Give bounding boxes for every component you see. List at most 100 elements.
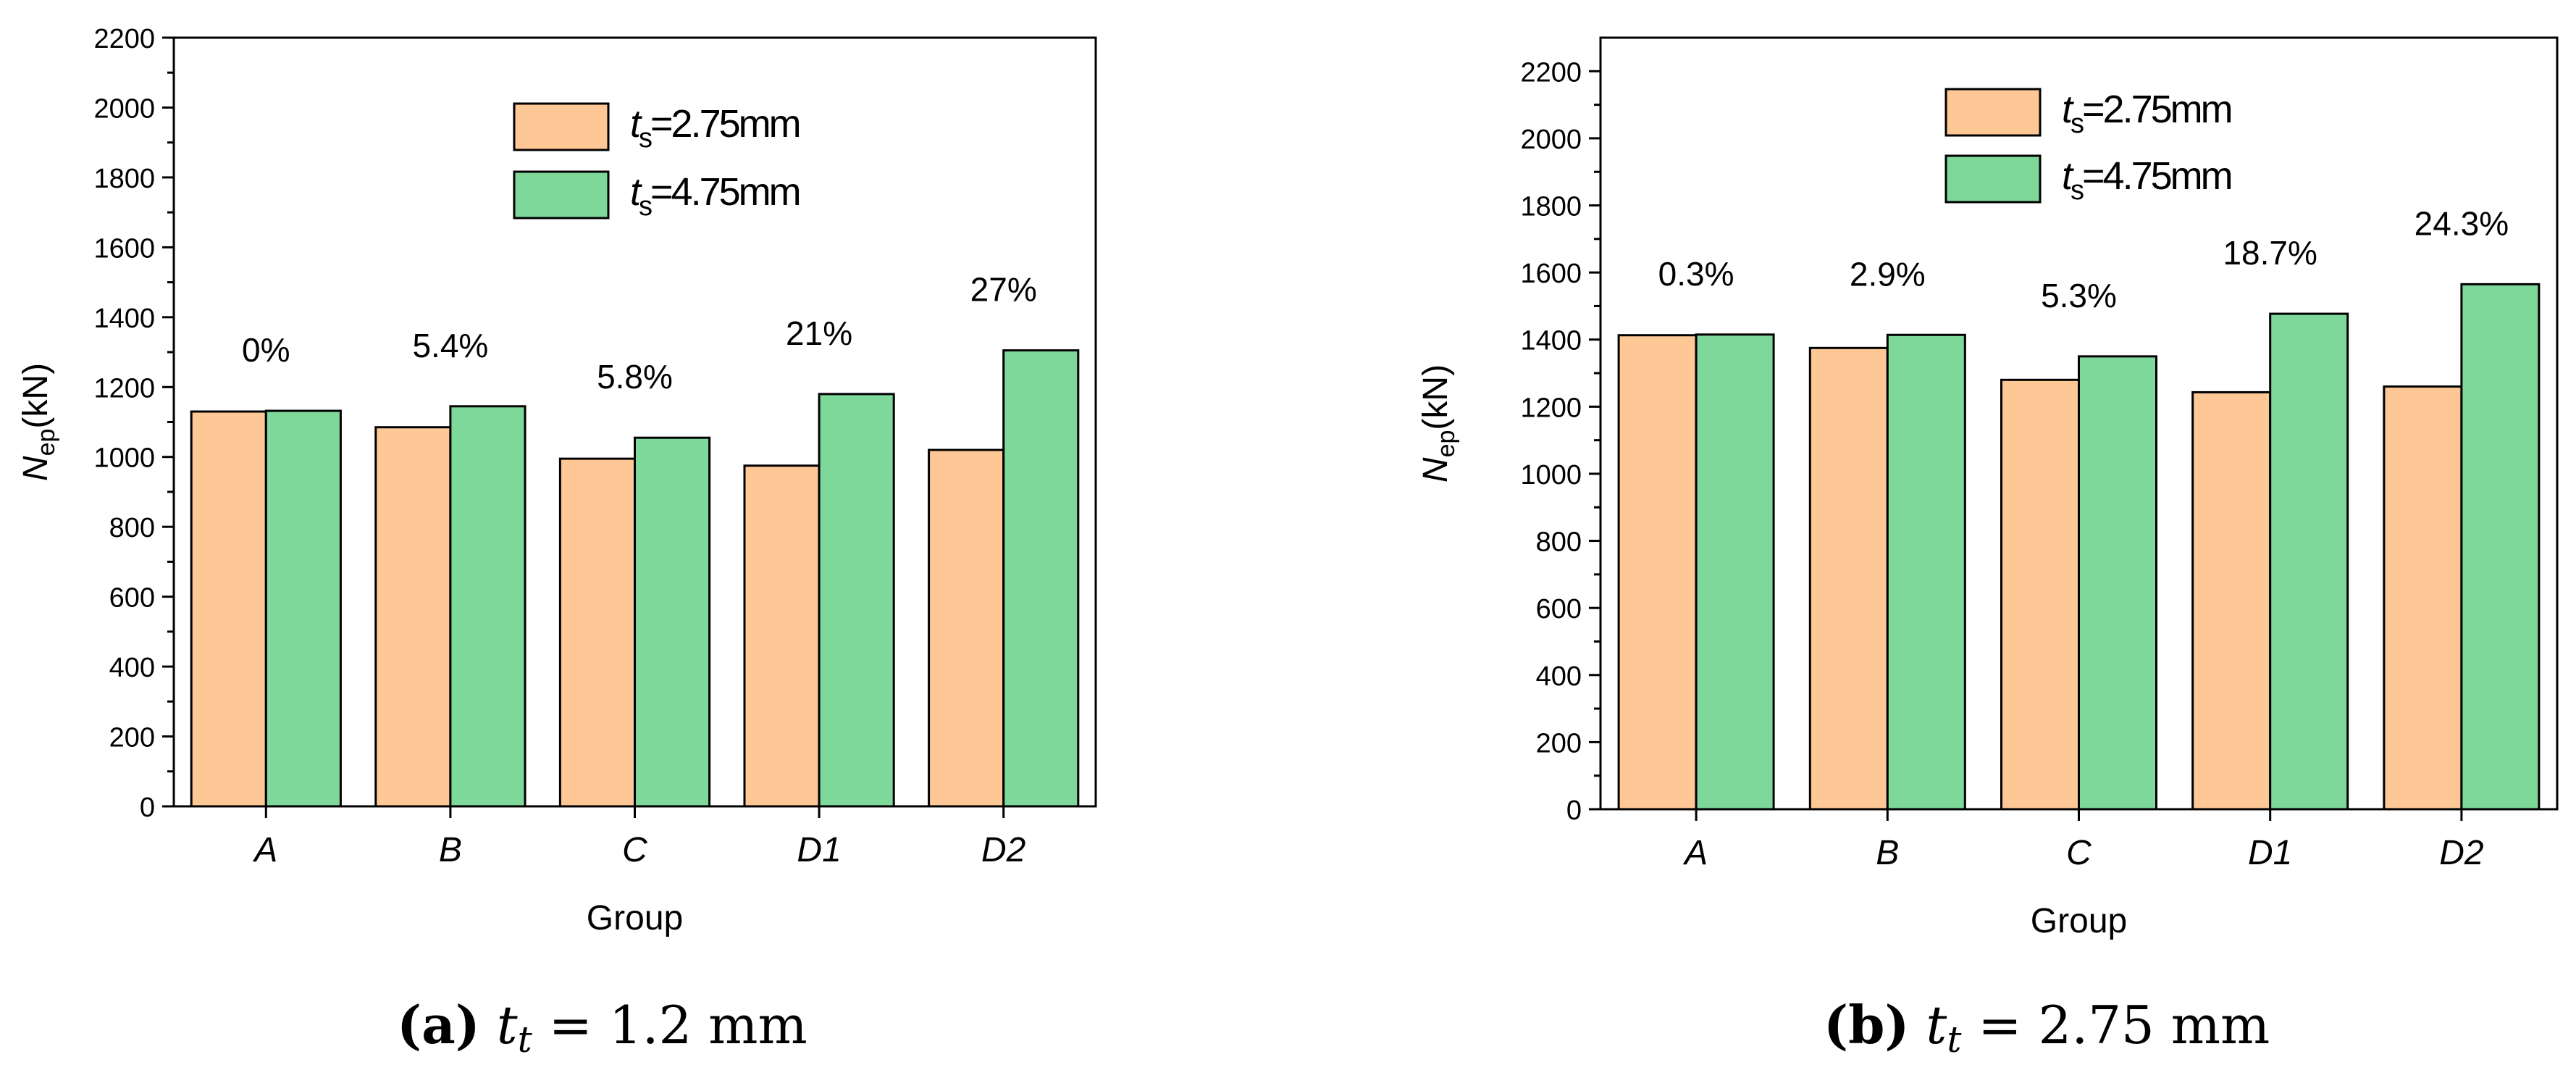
y-tick-label: 0	[140, 793, 155, 823]
y-tick-label: 800	[1536, 527, 1582, 558]
bar-B-series-1	[1808, 346, 1889, 811]
legend-label-subscript: s	[639, 191, 652, 222]
bar-A-series-2	[264, 409, 342, 808]
x-axis-label: Group	[2031, 902, 2127, 940]
annotation-C: 5.3%	[2041, 277, 2117, 314]
y-tick-label: 200	[1536, 728, 1582, 759]
legend-label-value: =2.75mm	[650, 102, 800, 146]
bar-C-series-2	[2078, 355, 2158, 811]
bar-C-series-1	[2000, 378, 2081, 811]
bar-B-series-2	[1886, 333, 1966, 811]
bar-C-series-1	[558, 457, 637, 808]
legend-entry-1: ts=2.75mm	[1944, 88, 2233, 139]
y-tick-label: 2000	[1520, 125, 1582, 155]
legend-label-1: ts=2.75mm	[630, 102, 800, 154]
y-axis-label-unit: (kN)	[17, 363, 55, 429]
y-axis-label-symbol: N	[1417, 457, 1455, 482]
x-tick-label: A	[252, 831, 277, 869]
y-tick-label: 1000	[1520, 460, 1582, 490]
caption-b-letter: (b)	[1824, 994, 1910, 1056]
caption-b: (b) tt = 2.75 mm	[1824, 994, 2270, 1061]
y-axis-label-subscript: ep	[33, 429, 60, 456]
caption-a-sub: t	[517, 1019, 532, 1061]
caption-b-sub: t	[1947, 1019, 1962, 1061]
bar-D2-series-1	[928, 448, 1005, 808]
legend-label-2: ts=4.75mm	[2062, 154, 2231, 206]
annotation-A: 0.3%	[1658, 255, 1734, 293]
legend-label-subscript: s	[2071, 109, 2084, 139]
y-tick-label: 2200	[93, 24, 155, 54]
x-tick-label: C	[2066, 834, 2092, 872]
caption-b-text: = 2.75 mm	[1961, 995, 2270, 1056]
y-tick-label: 1400	[93, 304, 155, 334]
y-tick-label: 600	[109, 583, 155, 614]
annotation-A: 0%	[242, 331, 290, 369]
y-tick-label: 1600	[1520, 259, 1582, 289]
x-tick-label: D2	[2439, 834, 2483, 872]
x-axis-label: Group	[587, 899, 683, 937]
y-tick-label: 1000	[93, 443, 155, 474]
y-tick-label: 1800	[1520, 192, 1582, 222]
bar-D1-series-2	[818, 393, 895, 808]
bar-D2-series-1	[2383, 385, 2463, 811]
x-tick-label: C	[622, 831, 647, 869]
y-tick-label: 200	[109, 723, 155, 753]
bar-A-series-1	[190, 410, 267, 808]
y-tick-label: 400	[1536, 661, 1582, 692]
bar-D1-series-1	[2191, 390, 2272, 811]
legend-label-value: =4.75mm	[2082, 154, 2231, 198]
x-tick-label: A	[1682, 834, 1708, 872]
bar-A-series-2	[1695, 333, 1775, 811]
annotation-B: 2.9%	[1850, 255, 1926, 293]
chart-panel-a: 0% 5.4% 5.8% 21% 27% 0 200 400 600 800 1000 1200 140…	[17, 24, 1097, 937]
annotation-B: 5.4%	[412, 327, 488, 364]
legend-label-2: ts=4.75mm	[630, 170, 800, 222]
x-tick-label: D2	[981, 831, 1025, 869]
y-tick-label: 2000	[93, 93, 155, 124]
caption-a: (a) tt = 1.2 mm	[397, 994, 807, 1061]
y-tick-label: 0	[1566, 795, 1582, 826]
y-axis-label-unit: (kN)	[1417, 364, 1455, 430]
bar-C-series-2	[634, 436, 711, 808]
y-tick-label: 1200	[1520, 393, 1582, 423]
bar-D2-series-2	[1002, 349, 1080, 808]
caption-b-var: t	[1926, 995, 1947, 1056]
y-tick-label: 1600	[93, 233, 155, 264]
y-tick-label: 2200	[1520, 57, 1582, 88]
caption-a-text: = 1.2 mm	[532, 995, 807, 1056]
y-tick-label: 600	[1536, 594, 1582, 624]
caption-a-letter: (a)	[397, 994, 480, 1056]
bar-B-series-1	[374, 426, 452, 808]
bar-D1-series-2	[2269, 312, 2349, 811]
legend-entry-1: ts=2.75mm	[513, 102, 802, 154]
annotation-D2: 27%	[970, 271, 1037, 309]
y-axis-label-symbol: N	[17, 456, 55, 481]
x-tick-label: D1	[2248, 834, 2292, 872]
legend-entry-2: ts=4.75mm	[513, 170, 802, 222]
caption-a-var: t	[496, 995, 518, 1056]
y-tick-label: 1800	[93, 164, 155, 194]
bar-A-series-1	[1617, 334, 1698, 811]
legend-label-1: ts=2.75mm	[2062, 88, 2231, 139]
legend-swatch-1	[1944, 88, 2042, 137]
annotation-D2: 24.3%	[2415, 204, 2509, 242]
legend-label-subscript: s	[639, 123, 652, 154]
y-axis-label: Nep(kN)	[17, 363, 60, 481]
y-tick-label: 400	[109, 653, 155, 683]
x-tick-label: D1	[797, 831, 841, 869]
annotation-D1: 18.7%	[2223, 234, 2317, 272]
annotation-D1: 21%	[786, 314, 852, 352]
y-axis-label: Nep(kN)	[1417, 364, 1460, 482]
y-tick-label: 1200	[93, 373, 155, 404]
legend-label-value: =2.75mm	[2082, 88, 2231, 131]
chart-panel-b: 0.3% 2.9% 5.3% 18.7% 24.3% 0 200 400 600 800 1000 1…	[1417, 36, 2559, 940]
x-tick-label: B	[439, 831, 462, 869]
legend-label-subscript: s	[2071, 175, 2084, 206]
legend-label-value: =4.75mm	[650, 170, 800, 214]
legend-entry-2: ts=4.75mm	[1944, 154, 2233, 206]
y-tick-label: 1400	[1520, 326, 1582, 356]
bar-B-series-2	[449, 405, 526, 808]
x-tick-label: B	[1876, 834, 1899, 872]
legend-swatch-2	[1944, 154, 2042, 204]
